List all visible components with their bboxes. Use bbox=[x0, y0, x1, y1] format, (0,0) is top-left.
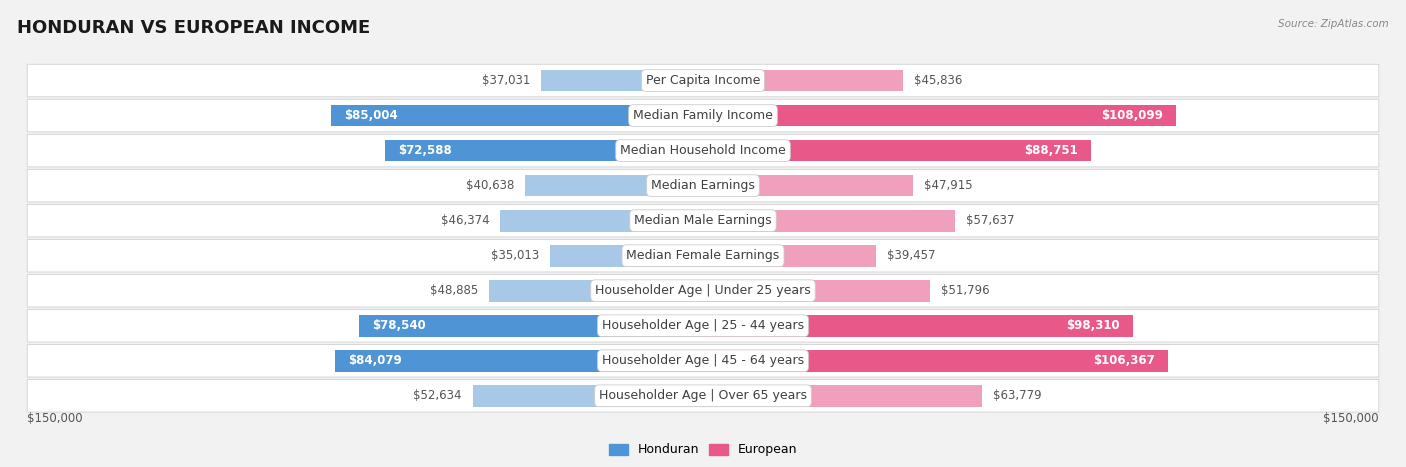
Text: $72,588: $72,588 bbox=[399, 144, 453, 157]
Bar bbox=[335, 350, 703, 372]
Legend: Honduran, European: Honduran, European bbox=[603, 439, 803, 461]
Text: Median Family Income: Median Family Income bbox=[633, 109, 773, 122]
FancyBboxPatch shape bbox=[27, 380, 1379, 412]
Bar bbox=[501, 210, 703, 232]
Text: $47,915: $47,915 bbox=[924, 179, 972, 192]
Text: $46,374: $46,374 bbox=[440, 214, 489, 227]
Text: Source: ZipAtlas.com: Source: ZipAtlas.com bbox=[1278, 19, 1389, 28]
FancyBboxPatch shape bbox=[27, 275, 1379, 307]
Text: Median Earnings: Median Earnings bbox=[651, 179, 755, 192]
Bar bbox=[332, 105, 703, 127]
Text: $108,099: $108,099 bbox=[1101, 109, 1163, 122]
Bar bbox=[703, 105, 1175, 127]
Text: Median Household Income: Median Household Income bbox=[620, 144, 786, 157]
Bar bbox=[703, 210, 955, 232]
Bar bbox=[703, 140, 1091, 162]
Text: Householder Age | Over 65 years: Householder Age | Over 65 years bbox=[599, 389, 807, 402]
Text: $39,457: $39,457 bbox=[887, 249, 935, 262]
Bar bbox=[703, 315, 1133, 337]
Bar bbox=[550, 245, 703, 267]
Text: $78,540: $78,540 bbox=[373, 319, 426, 332]
Bar bbox=[541, 70, 703, 92]
Bar bbox=[526, 175, 703, 197]
Bar bbox=[360, 315, 703, 337]
Text: $57,637: $57,637 bbox=[966, 214, 1015, 227]
FancyBboxPatch shape bbox=[27, 170, 1379, 202]
Bar bbox=[385, 140, 703, 162]
FancyBboxPatch shape bbox=[27, 99, 1379, 132]
Text: Householder Age | Under 25 years: Householder Age | Under 25 years bbox=[595, 284, 811, 297]
Text: $88,751: $88,751 bbox=[1025, 144, 1078, 157]
Bar bbox=[703, 280, 929, 302]
Text: $45,836: $45,836 bbox=[914, 74, 963, 87]
Text: Per Capita Income: Per Capita Income bbox=[645, 74, 761, 87]
Text: HONDURAN VS EUROPEAN INCOME: HONDURAN VS EUROPEAN INCOME bbox=[17, 19, 370, 37]
FancyBboxPatch shape bbox=[27, 345, 1379, 377]
Text: Median Male Earnings: Median Male Earnings bbox=[634, 214, 772, 227]
Bar bbox=[472, 385, 703, 407]
Bar bbox=[703, 350, 1168, 372]
Text: $98,310: $98,310 bbox=[1066, 319, 1121, 332]
Text: $85,004: $85,004 bbox=[344, 109, 398, 122]
Text: $52,634: $52,634 bbox=[413, 389, 461, 402]
Bar bbox=[703, 245, 876, 267]
Text: Householder Age | 45 - 64 years: Householder Age | 45 - 64 years bbox=[602, 354, 804, 367]
Text: $106,367: $106,367 bbox=[1094, 354, 1156, 367]
Text: $51,796: $51,796 bbox=[941, 284, 990, 297]
FancyBboxPatch shape bbox=[27, 310, 1379, 342]
Text: $84,079: $84,079 bbox=[349, 354, 402, 367]
Bar bbox=[703, 70, 904, 92]
Text: $48,885: $48,885 bbox=[430, 284, 478, 297]
Bar bbox=[703, 385, 981, 407]
Text: Householder Age | 25 - 44 years: Householder Age | 25 - 44 years bbox=[602, 319, 804, 332]
FancyBboxPatch shape bbox=[27, 240, 1379, 272]
Bar bbox=[703, 175, 912, 197]
Text: Median Female Earnings: Median Female Earnings bbox=[627, 249, 779, 262]
Text: $37,031: $37,031 bbox=[482, 74, 530, 87]
FancyBboxPatch shape bbox=[27, 205, 1379, 237]
Bar bbox=[489, 280, 703, 302]
Text: $150,000: $150,000 bbox=[1323, 412, 1379, 425]
Text: $150,000: $150,000 bbox=[27, 412, 83, 425]
FancyBboxPatch shape bbox=[27, 134, 1379, 167]
Text: $35,013: $35,013 bbox=[491, 249, 538, 262]
FancyBboxPatch shape bbox=[27, 64, 1379, 97]
Text: $63,779: $63,779 bbox=[993, 389, 1042, 402]
Text: $40,638: $40,638 bbox=[465, 179, 515, 192]
